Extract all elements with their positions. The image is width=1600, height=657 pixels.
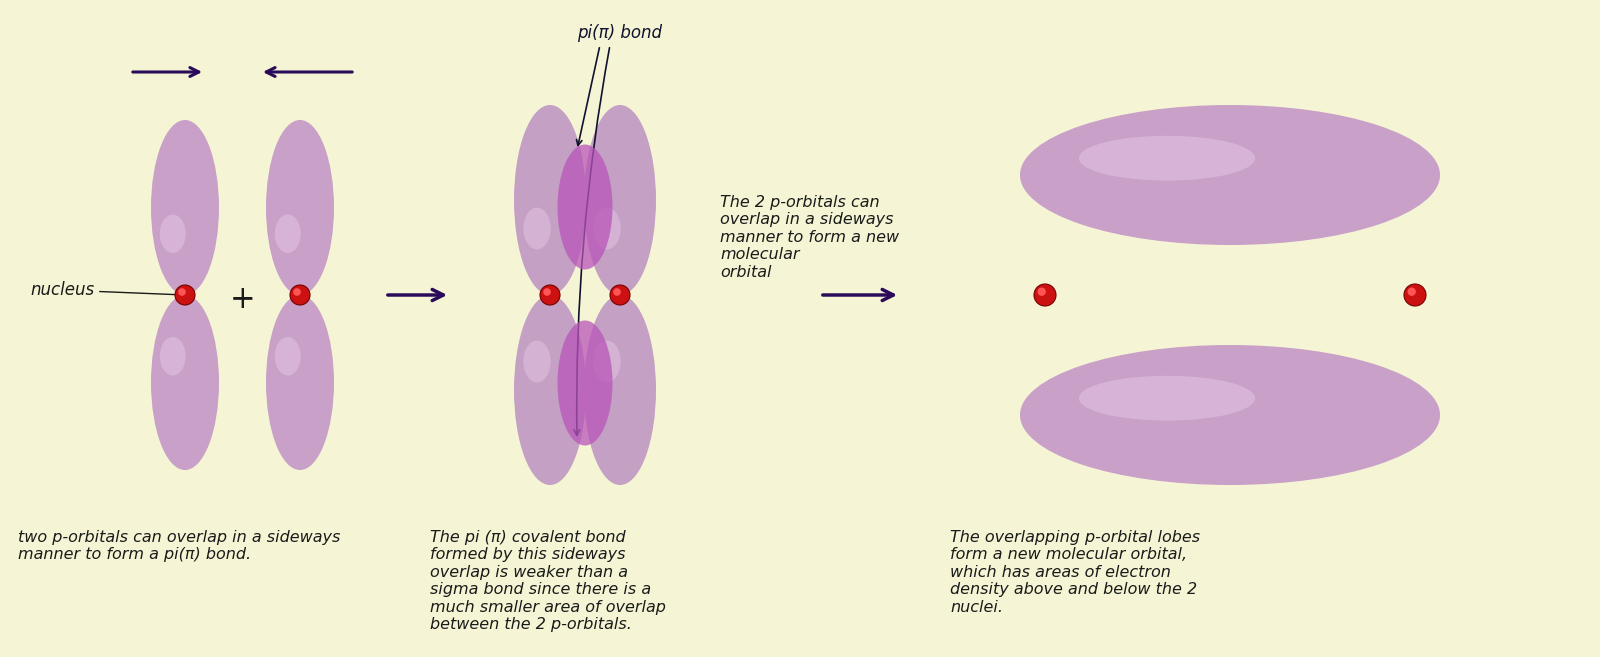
Ellipse shape [584, 295, 656, 485]
Ellipse shape [266, 120, 334, 295]
Circle shape [1034, 284, 1056, 306]
Ellipse shape [275, 337, 301, 376]
Ellipse shape [523, 340, 550, 382]
Circle shape [174, 285, 195, 305]
Circle shape [544, 288, 550, 296]
Ellipse shape [1078, 376, 1256, 420]
Text: The pi (π) covalent bond
formed by this sideways
overlap is weaker than a
sigma : The pi (π) covalent bond formed by this … [430, 530, 666, 632]
Text: pi(π) bond: pi(π) bond [578, 24, 662, 42]
Ellipse shape [514, 295, 586, 485]
Ellipse shape [584, 105, 656, 295]
Text: The 2 p-orbitals can
overlap in a sideways
manner to form a new
molecular
orbita: The 2 p-orbitals can overlap in a sidewa… [720, 195, 899, 280]
Text: nucleus: nucleus [30, 281, 182, 299]
Ellipse shape [275, 214, 301, 253]
Ellipse shape [594, 208, 621, 250]
Ellipse shape [160, 214, 186, 253]
Circle shape [293, 288, 301, 296]
Text: +: + [230, 284, 256, 315]
Circle shape [610, 285, 630, 305]
Ellipse shape [557, 321, 613, 445]
Text: The overlapping p-orbital lobes
form a new molecular orbital,
which has areas of: The overlapping p-orbital lobes form a n… [950, 530, 1200, 614]
Ellipse shape [1021, 345, 1440, 485]
Circle shape [1037, 288, 1046, 296]
Circle shape [1405, 284, 1426, 306]
Ellipse shape [557, 145, 613, 269]
Ellipse shape [150, 295, 219, 470]
Ellipse shape [594, 340, 621, 382]
Ellipse shape [160, 337, 186, 376]
Circle shape [1408, 288, 1416, 296]
Circle shape [613, 288, 621, 296]
Ellipse shape [514, 105, 586, 295]
Ellipse shape [150, 120, 219, 295]
Circle shape [541, 285, 560, 305]
Circle shape [178, 288, 186, 296]
Ellipse shape [523, 208, 550, 250]
Ellipse shape [1021, 105, 1440, 245]
Circle shape [290, 285, 310, 305]
Ellipse shape [266, 295, 334, 470]
Ellipse shape [1078, 136, 1256, 181]
Text: two p-orbitals can overlap in a sideways
manner to form a pi(π) bond.: two p-orbitals can overlap in a sideways… [18, 530, 341, 562]
